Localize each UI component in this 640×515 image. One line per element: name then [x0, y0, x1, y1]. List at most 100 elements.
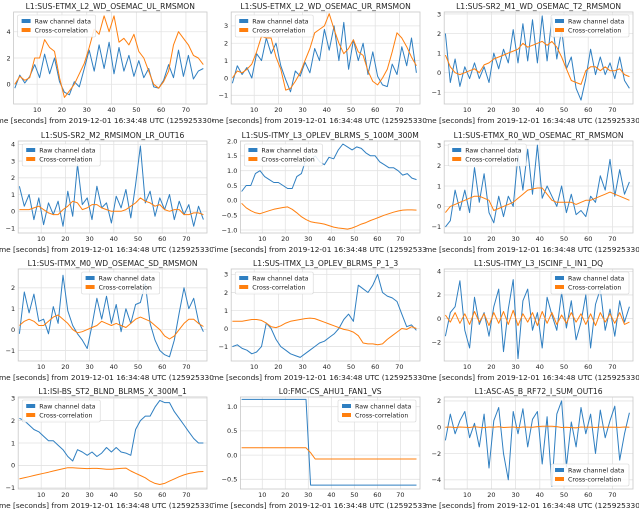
y-tick-label: 0	[11, 326, 15, 334]
y-tick-label: 0	[224, 74, 228, 82]
x-tick-label: 30	[304, 491, 312, 499]
x-tick-label: 50	[350, 491, 358, 499]
raw-data-line	[19, 399, 204, 462]
raw-data-line	[14, 41, 204, 96]
legend-swatch-raw	[555, 468, 564, 472]
legend-swatch-cross-correlation	[26, 157, 36, 161]
x-tick-label: 40	[536, 363, 544, 371]
x-tick-label: 50	[347, 106, 355, 114]
chart-panel: L1:SUS-SR2_M2_RMSIMON_LR_OUT16 10 20 30 40 50…	[0, 129, 213, 258]
raw-data-line	[445, 144, 630, 228]
x-tick-label: 30	[298, 363, 306, 371]
x-tick-label: 50	[132, 106, 140, 114]
x-tick-label: 60	[371, 106, 379, 114]
cross-correlation-line	[19, 197, 204, 216]
x-axis-label: Time [seconds] from 2019-12-01 16:34:48 …	[426, 373, 639, 382]
y-tick-label: 0	[6, 81, 10, 89]
x-tick-label: 40	[536, 491, 544, 499]
y-tick-label: 1	[11, 439, 15, 447]
x-tick-label: 10	[37, 491, 45, 499]
legend-label: Cross-correlation	[261, 157, 314, 164]
legend-box	[21, 399, 101, 423]
axes-frame	[443, 268, 634, 362]
y-tick-label: 4	[6, 28, 10, 36]
x-axis-label: Time [seconds] from 2019-12-01 16:34:48 …	[213, 373, 426, 382]
y-tick-label: 2	[437, 162, 441, 170]
legend-box	[81, 271, 160, 295]
axes-frame	[239, 396, 421, 490]
legend: Raw channel data Cross-correlation	[21, 143, 101, 167]
legend-label: Raw channel data	[99, 276, 155, 283]
x-tick-label: 70	[182, 106, 190, 114]
x-axis-label: Time [seconds] from 2019-12-01 16:34:48 …	[0, 501, 213, 510]
legend-label: Raw channel data	[261, 148, 317, 155]
x-tick-label: 70	[182, 491, 190, 499]
legend-label: Raw channel data	[35, 19, 91, 26]
chart-title: L1:SUS-ETMX_R0_WD_OSEMAC_RT_RMSMON	[454, 131, 624, 140]
legend: Raw channel data Cross-correlation	[17, 14, 96, 38]
x-tick-label: 40	[110, 363, 118, 371]
y-tick-label: 1	[437, 49, 441, 57]
cross-correlation-line	[19, 314, 204, 340]
legend-swatch-cross-correlation	[555, 285, 564, 289]
cross-correlation-line	[444, 40, 630, 85]
x-tick-label: 50	[560, 491, 568, 499]
x-tick-label: 60	[373, 235, 381, 243]
y-tick-label: 2	[437, 30, 441, 38]
legend: Raw channel data Cross-correlation	[337, 399, 417, 423]
raw-data-line	[241, 398, 417, 486]
chart-panel: L1:SUS-ETMX_L2_WD_OSEMAC_UL_RMSMON 10 20 30…	[0, 0, 213, 129]
chart-title: L1:ASC-AS_B_RF72_I_SUM_OUT16	[475, 387, 603, 396]
chart-panel: L0:FMC-CS_AHU1_FAN1_VS 10 20 30 40 50 60 70 −0.5…	[213, 385, 426, 514]
x-tick-label: 10	[250, 363, 258, 371]
legend-swatch-raw	[239, 19, 249, 23]
y-tick-label: −4	[432, 476, 442, 484]
cross-correlation-line	[444, 309, 630, 327]
legend-swatch-cross-correlation	[21, 28, 31, 32]
legend: Raw channel data Cross-correlation	[234, 14, 314, 38]
y-tick-label: 0	[437, 203, 441, 211]
x-tick-label: 10	[37, 363, 45, 371]
x-axis-label: Time [seconds] from 2019-12-01 16:34:48 …	[0, 116, 213, 125]
legend-swatch-raw	[21, 19, 31, 23]
legend-swatch-cross-correlation	[555, 28, 564, 32]
legend-label: Raw channel data	[39, 148, 95, 155]
x-tick-label: 20	[61, 235, 69, 243]
y-tick-label: 1	[437, 182, 441, 190]
chart-title: L1:SUS-ETMX_L2_WD_OSEMAC_UL_RMSMON	[26, 2, 195, 11]
x-tick-label: 10	[463, 235, 471, 243]
legend-label: Raw channel data	[252, 19, 308, 26]
x-tick-label: 70	[395, 363, 403, 371]
legend: Raw channel data Cross-correlation	[81, 271, 160, 295]
x-tick-label: 70	[395, 106, 403, 114]
x-tick-label: 10	[463, 363, 471, 371]
x-tick-label: 40	[110, 235, 118, 243]
y-tick-label: 2	[437, 397, 441, 405]
x-tick-label: 60	[373, 491, 381, 499]
legend-swatch-raw	[26, 148, 36, 152]
x-tick-label: 30	[298, 106, 306, 114]
x-tick-label: 40	[536, 106, 544, 114]
legend-box	[17, 14, 96, 38]
legend-label: Cross-correlation	[99, 285, 152, 292]
legend: Raw channel data Cross-correlation	[234, 271, 314, 295]
chart-panel: L1:SUS-ETMX_R0_WD_OSEMAC_RT_RMSMON 10 20 30…	[426, 129, 639, 258]
x-tick-label: 40	[323, 363, 331, 371]
y-tick-label: −1	[432, 223, 442, 231]
y-tick-label: 4	[437, 268, 441, 276]
y-tick-label: 0	[11, 462, 15, 470]
y-tick-label: 3	[11, 157, 15, 165]
x-tick-label: 30	[85, 235, 93, 243]
chart-title: L1:SUS-ETMX_L2_WD_OSEMAC_UR_RMSMON	[240, 2, 410, 11]
x-tick-label: 60	[158, 363, 166, 371]
x-tick-label: 50	[134, 235, 142, 243]
y-tick-label: 2	[224, 40, 228, 48]
x-tick-label: 30	[511, 363, 519, 371]
y-tick-label: −1	[6, 484, 16, 492]
x-tick-label: 30	[511, 106, 519, 114]
y-tick-label: 1	[11, 305, 15, 313]
x-tick-label: 60	[584, 235, 592, 243]
legend-box	[234, 271, 314, 295]
